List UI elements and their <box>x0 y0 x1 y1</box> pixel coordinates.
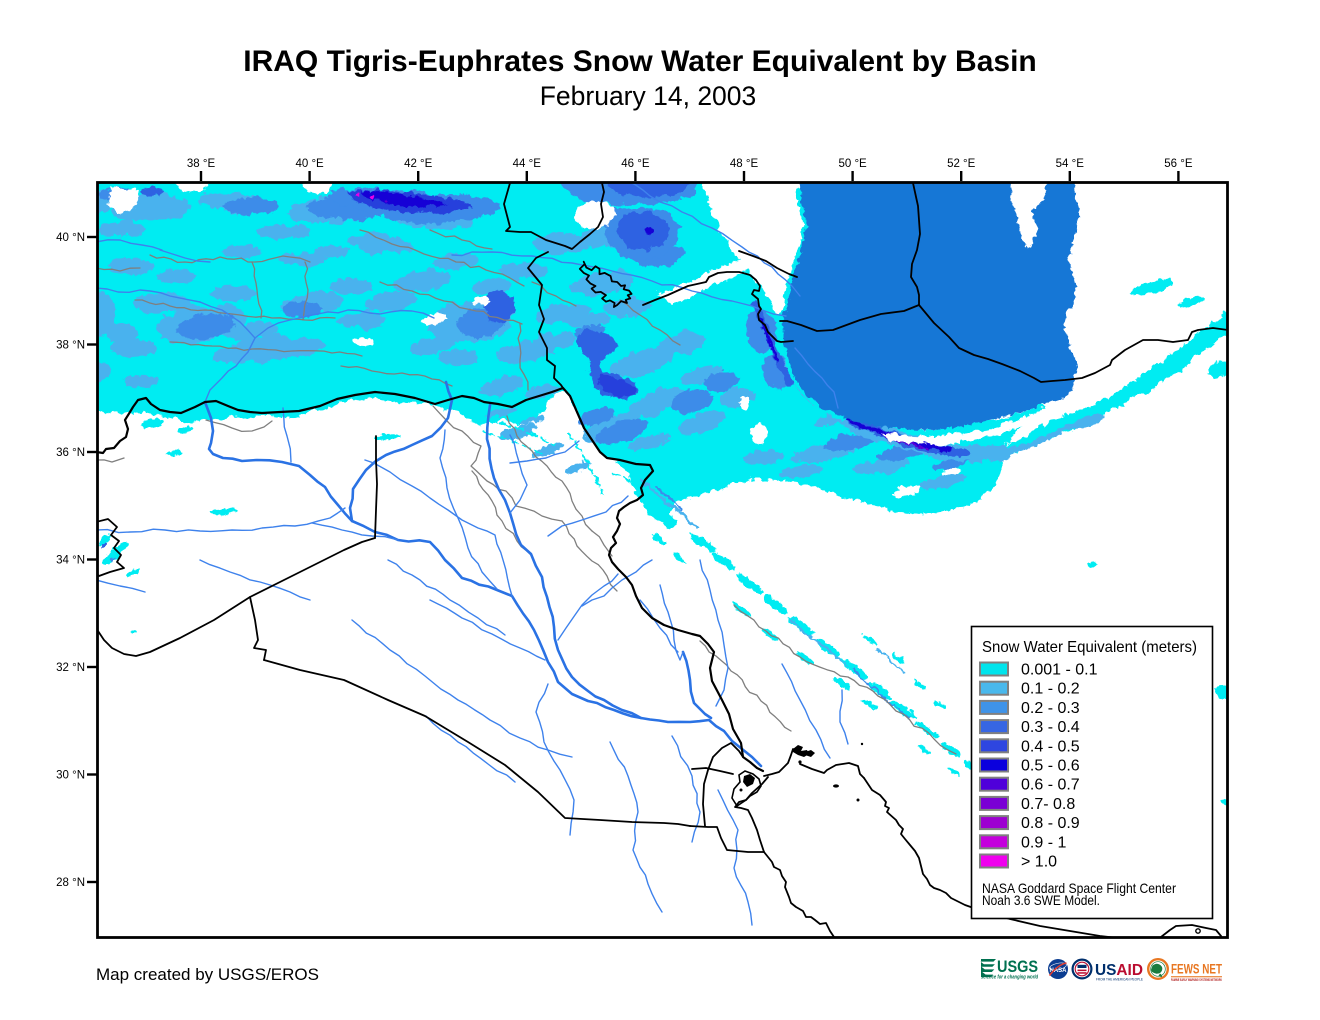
svg-text:0.3 - 0.4: 0.3 - 0.4 <box>1021 719 1080 736</box>
svg-text:0.5 - 0.6: 0.5 - 0.6 <box>1021 758 1080 775</box>
svg-text:NASA: NASA <box>1049 968 1067 974</box>
svg-text:46 °E: 46 °E <box>621 158 650 170</box>
svg-text:30 °N: 30 °N <box>56 770 85 782</box>
svg-text:36 °N: 36 °N <box>56 447 85 459</box>
svg-text:50 °E: 50 °E <box>838 158 867 170</box>
svg-text:0.001 - 0.1: 0.001 - 0.1 <box>1021 662 1098 679</box>
svg-text:34 °N: 34 °N <box>56 555 85 567</box>
svg-text:38 °E: 38 °E <box>187 158 216 170</box>
svg-text:48 °E: 48 °E <box>730 158 759 170</box>
svg-text:0.8 - 0.9: 0.8 - 0.9 <box>1021 815 1080 832</box>
svg-text:FAMINE EARLY WARNING SYSTEMS N: FAMINE EARLY WARNING SYSTEMS NETWORK <box>1171 978 1222 982</box>
svg-text:USAID: USAID <box>1095 962 1143 979</box>
svg-text:0.1 - 0.2: 0.1 - 0.2 <box>1021 681 1080 698</box>
svg-text:44 °E: 44 °E <box>513 158 542 170</box>
svg-text:FROM THE AMERICAN PEOPLE: FROM THE AMERICAN PEOPLE <box>1096 977 1143 982</box>
svg-text:> 1.0: > 1.0 <box>1021 854 1057 871</box>
svg-text:32 °N: 32 °N <box>56 662 85 674</box>
svg-text:0.4 - 0.5: 0.4 - 0.5 <box>1021 738 1080 755</box>
svg-text:0.6 - 0.7: 0.6 - 0.7 <box>1021 777 1080 794</box>
svg-text:IRAQ Tigris-Euphrates Snow Wat: IRAQ Tigris-Euphrates Snow Water Equival… <box>243 45 1036 78</box>
svg-text:54 °E: 54 °E <box>1056 158 1085 170</box>
svg-text:Snow Water Equivalent (meters): Snow Water Equivalent (meters) <box>982 639 1197 656</box>
svg-text:56 °E: 56 °E <box>1164 158 1193 170</box>
svg-text:40 °N: 40 °N <box>56 232 85 244</box>
svg-text:38 °N: 38 °N <box>56 340 85 352</box>
svg-text:NASA Goddard Space Flight Cent: NASA Goddard Space Flight Center <box>982 881 1176 896</box>
svg-text:FEWS NET: FEWS NET <box>1171 962 1223 977</box>
svg-text:February 14, 2003: February 14, 2003 <box>540 81 757 111</box>
svg-text:0.9 - 1: 0.9 - 1 <box>1021 834 1066 851</box>
svg-text:52 °E: 52 °E <box>947 158 976 170</box>
svg-text:40 °E: 40 °E <box>295 158 324 170</box>
svg-text:USGS: USGS <box>997 957 1038 976</box>
svg-text:42 °E: 42 °E <box>404 158 433 170</box>
svg-text:0.7- 0.8: 0.7- 0.8 <box>1021 796 1075 813</box>
svg-text:Noah 3.6 SWE Model.: Noah 3.6 SWE Model. <box>982 893 1100 908</box>
svg-text:28 °N: 28 °N <box>56 877 85 889</box>
svg-text:0.2 - 0.3: 0.2 - 0.3 <box>1021 700 1080 717</box>
svg-text:science for a changing world: science for a changing world <box>981 975 1039 981</box>
svg-text:Map created by USGS/EROS: Map created by USGS/EROS <box>96 965 319 984</box>
